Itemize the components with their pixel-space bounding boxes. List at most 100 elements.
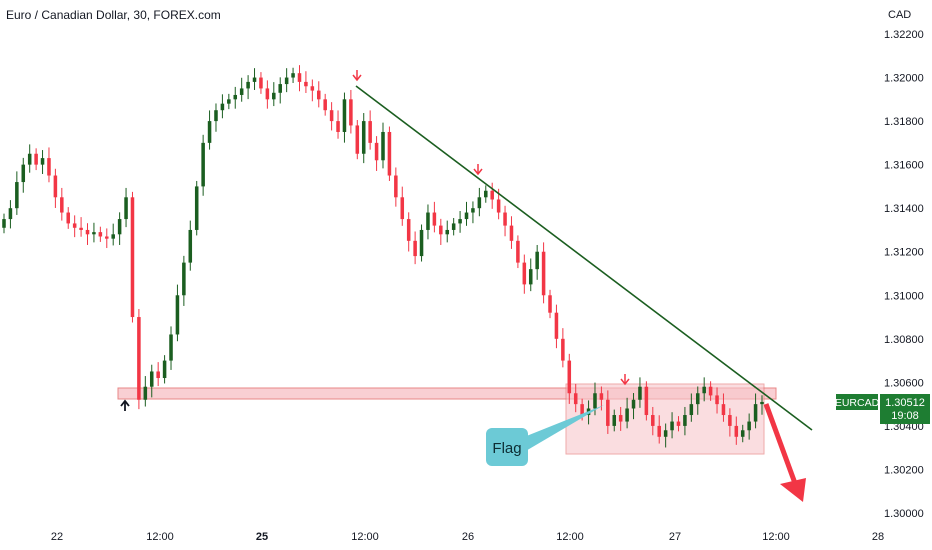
candle-body[interactable] bbox=[381, 131, 385, 161]
candle-body[interactable] bbox=[355, 125, 360, 154]
candle-body[interactable] bbox=[246, 81, 250, 89]
candle-body[interactable] bbox=[451, 223, 456, 230]
candle-body[interactable] bbox=[278, 84, 282, 93]
candle-body[interactable] bbox=[124, 197, 128, 220]
candle-body[interactable] bbox=[329, 110, 334, 122]
candle-body[interactable] bbox=[606, 399, 610, 426]
candle-body[interactable] bbox=[394, 175, 398, 198]
candle-body[interactable] bbox=[162, 360, 167, 379]
candle-body[interactable] bbox=[683, 415, 687, 426]
candle-body[interactable] bbox=[535, 251, 539, 270]
candle-body[interactable] bbox=[342, 99, 347, 132]
candle-body[interactable] bbox=[98, 232, 103, 237]
support-zone[interactable] bbox=[117, 387, 777, 400]
candle-body[interactable] bbox=[689, 404, 694, 416]
candle-body[interactable] bbox=[304, 81, 308, 87]
trendline[interactable] bbox=[355, 85, 813, 431]
candle-body[interactable] bbox=[702, 386, 706, 394]
candle-body[interactable] bbox=[284, 77, 289, 85]
candle-body[interactable] bbox=[695, 393, 700, 405]
candle-body[interactable] bbox=[567, 360, 572, 394]
candle-body[interactable] bbox=[522, 262, 527, 285]
candle-body[interactable] bbox=[34, 153, 38, 165]
candle-body[interactable] bbox=[188, 229, 193, 263]
candle-body[interactable] bbox=[625, 408, 629, 422]
candle-body[interactable] bbox=[618, 415, 623, 422]
candle-body[interactable] bbox=[8, 208, 13, 220]
candle-body[interactable] bbox=[259, 77, 263, 89]
candle-body[interactable] bbox=[220, 103, 225, 111]
candle-body[interactable] bbox=[291, 73, 295, 78]
candle-body[interactable] bbox=[471, 208, 475, 213]
candle-body[interactable] bbox=[297, 73, 302, 82]
candle-body[interactable] bbox=[400, 197, 405, 220]
candle-body[interactable] bbox=[413, 240, 417, 257]
candle-body[interactable] bbox=[496, 199, 501, 213]
candle-body[interactable] bbox=[728, 415, 732, 426]
time-axis[interactable]: 22 12:00 25 12:00 26 12:00 27 12:00 28 bbox=[51, 531, 884, 543]
candle-body[interactable] bbox=[2, 219, 6, 228]
candle-body[interactable] bbox=[272, 92, 276, 100]
candle-body[interactable] bbox=[85, 229, 90, 235]
flag-callout[interactable]: Flag bbox=[486, 405, 604, 466]
candle-body[interactable] bbox=[60, 197, 64, 213]
candle-body[interactable] bbox=[21, 164, 26, 183]
candle-body[interactable] bbox=[554, 312, 559, 339]
candle-body[interactable] bbox=[310, 86, 315, 91]
candle-body[interactable] bbox=[528, 269, 533, 285]
candle-body[interactable] bbox=[239, 88, 244, 95]
candle-body[interactable] bbox=[336, 121, 340, 132]
candle-body[interactable] bbox=[194, 186, 199, 230]
candle-body[interactable] bbox=[484, 190, 488, 198]
candle-body[interactable] bbox=[734, 425, 739, 437]
candle-body[interactable] bbox=[490, 190, 494, 200]
candle-body[interactable] bbox=[747, 421, 751, 431]
candle-body[interactable] bbox=[169, 334, 173, 361]
candle-body[interactable] bbox=[117, 219, 122, 235]
candle-body[interactable] bbox=[644, 386, 649, 416]
candle-body[interactable] bbox=[201, 142, 205, 187]
candle-body[interactable] bbox=[509, 225, 514, 241]
candle-body[interactable] bbox=[15, 182, 19, 209]
candle-body[interactable] bbox=[111, 234, 115, 239]
candle-body[interactable] bbox=[374, 142, 379, 161]
candle-body[interactable] bbox=[740, 430, 745, 437]
candle-body[interactable] bbox=[66, 212, 71, 224]
candle-body[interactable] bbox=[349, 99, 353, 126]
candle-body[interactable] bbox=[72, 223, 77, 228]
candle-body[interactable] bbox=[207, 121, 212, 143]
candle-body[interactable] bbox=[105, 236, 109, 239]
candle-body[interactable] bbox=[137, 317, 141, 400]
candle-body[interactable] bbox=[638, 386, 642, 400]
candle-body[interactable] bbox=[419, 229, 424, 257]
candle-body[interactable] bbox=[721, 404, 726, 416]
price-axis[interactable]: CAD 1.32200 1.32000 1.31800 1.31600 1.31400 1… bbox=[884, 9, 924, 520]
candle-body[interactable] bbox=[316, 90, 321, 100]
candle-body[interactable] bbox=[149, 371, 154, 387]
candle-body[interactable] bbox=[432, 212, 437, 226]
candle-body[interactable] bbox=[548, 295, 552, 313]
candle-body[interactable] bbox=[175, 295, 180, 335]
candle-body[interactable] bbox=[612, 415, 617, 426]
candle-body[interactable] bbox=[670, 421, 674, 431]
candle-body[interactable] bbox=[651, 415, 655, 426]
candle-body[interactable] bbox=[657, 425, 661, 437]
candle-body[interactable] bbox=[79, 227, 83, 230]
candle-body[interactable] bbox=[265, 88, 270, 100]
candle-body[interactable] bbox=[561, 338, 565, 361]
candle-body[interactable] bbox=[599, 393, 604, 400]
candle-body[interactable] bbox=[406, 219, 411, 241]
candle-body[interactable] bbox=[631, 399, 636, 409]
candle-body[interactable] bbox=[214, 110, 218, 122]
candle-body[interactable] bbox=[445, 229, 450, 235]
candle-body[interactable] bbox=[27, 153, 32, 165]
candle-body[interactable] bbox=[708, 386, 713, 396]
candle-body[interactable] bbox=[516, 240, 520, 263]
candle-body[interactable] bbox=[143, 386, 148, 400]
candle-body[interactable] bbox=[47, 158, 51, 176]
candle-body[interactable] bbox=[580, 404, 584, 416]
candle-body[interactable] bbox=[182, 262, 186, 296]
candle-body[interactable] bbox=[92, 232, 96, 235]
candle-body[interactable] bbox=[361, 121, 366, 154]
